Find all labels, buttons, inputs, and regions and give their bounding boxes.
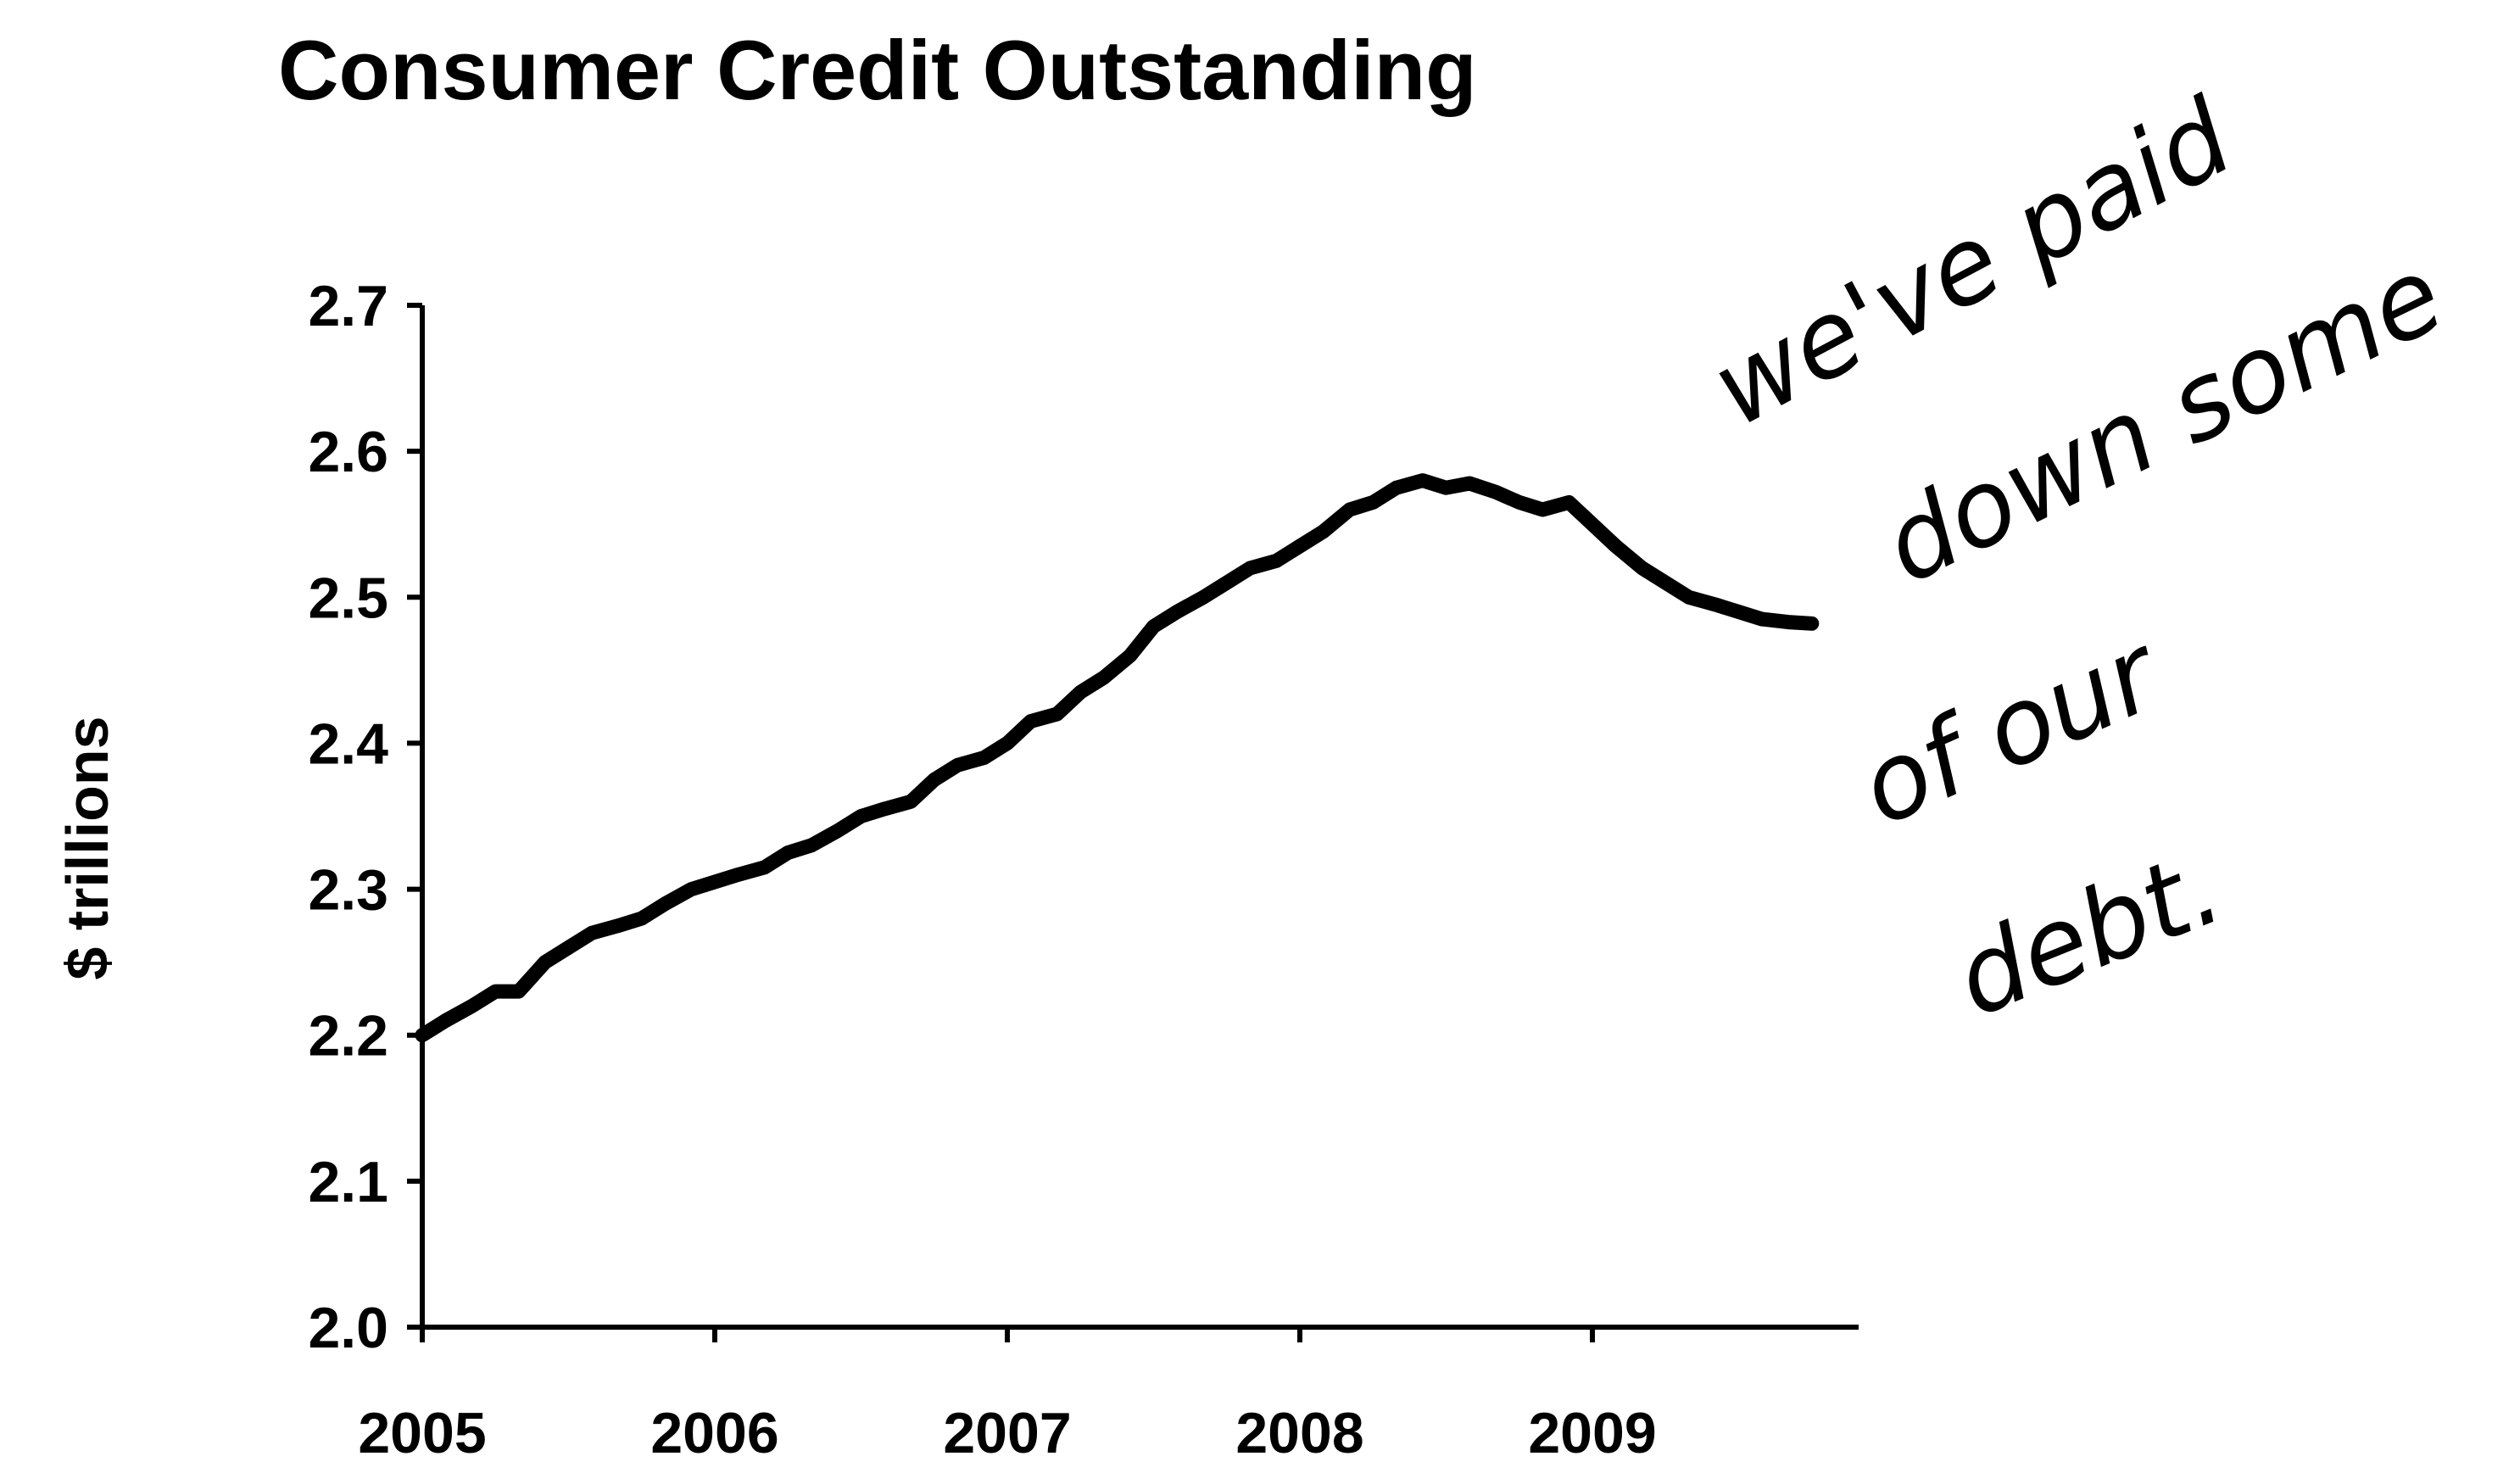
data-point [1073,685,1087,699]
data-point [1659,576,1672,589]
data-point [1196,590,1210,604]
data-point [1170,605,1184,619]
data-point [1755,612,1769,626]
data-point [1536,503,1549,516]
data-point [512,985,526,998]
data-point [1682,590,1696,604]
x-tick-label: 2005 [358,1401,486,1465]
data-point [1366,495,1380,509]
data-point [951,758,964,772]
data-point [684,883,698,896]
x-tick-labels: 2005 2006 2007 2008 2009 [358,1401,1656,1465]
data-point [855,810,868,823]
data-point [708,875,722,889]
y-tick-label: 2.3 [308,858,388,923]
data-point [1463,477,1476,490]
data-point [466,999,479,1013]
data-point [658,897,672,911]
data-point [1147,620,1161,633]
handwritten-annotation: we've paid down some of our debt. [1692,76,2461,1041]
data-point [1343,503,1357,516]
data-point [439,1014,453,1028]
y-axis-label: $ trillions [54,716,120,979]
data-point [928,773,941,787]
data-point [562,940,576,954]
annotation-line-4: debt. [1939,826,2238,1041]
axes [422,305,1859,1327]
y-tick-label: 2.0 [308,1296,388,1360]
y-tick-label: 2.7 [308,274,388,338]
data-point [1024,715,1038,728]
data-point [1317,525,1330,538]
y-tick-label: 2.1 [308,1150,388,1214]
data-point [1636,561,1649,575]
data-point [1220,576,1234,589]
data-point [415,1029,429,1042]
data-point [1001,736,1014,750]
x-tick-label: 2007 [943,1401,1071,1465]
data-point [878,802,891,816]
series-line [422,481,1812,1035]
data-point [1440,481,1453,494]
data-point [1123,649,1137,662]
data-point [1709,598,1722,611]
data-point [1051,707,1064,721]
data-point [1243,561,1257,575]
data-point [732,868,745,881]
data-point [1269,554,1283,567]
x-tick-label: 2006 [650,1401,778,1465]
data-point [1416,474,1430,488]
data-point [1513,495,1526,509]
data-point [1293,539,1307,553]
x-tick-label: 2008 [1235,1401,1363,1465]
data-points [415,474,1819,1042]
data-point [781,846,794,860]
data-point [1097,671,1111,684]
x-tick-label: 2009 [1528,1401,1656,1465]
y-tick-label: 2.6 [308,420,388,484]
data-point [758,861,772,874]
y-tick-labels: 2.0 2.1 2.2 2.3 2.4 2.5 2.6 2.7 [308,274,388,1360]
data-point [488,985,502,998]
data-point [585,926,599,940]
data-point [1732,605,1746,619]
data-point [1562,495,1575,509]
ticks [407,305,1592,1342]
data-point [538,956,552,969]
annotation-line-3: of our [1843,611,2181,851]
data-point [977,751,990,765]
y-tick-label: 2.4 [308,711,388,776]
y-tick-label: 2.2 [308,1004,388,1068]
chart-title: Consumer Credit Outstanding [278,23,1477,117]
data-point [635,912,649,925]
data-point [1390,481,1403,494]
data-point [1805,617,1819,630]
data-point [1489,485,1503,499]
y-tick-label: 2.5 [308,566,388,630]
data-point [1609,539,1623,553]
data-point [611,919,625,933]
data-point [805,839,818,852]
data-point [1781,616,1795,629]
data-point [904,795,917,808]
data-point [1586,517,1599,531]
data-point [831,824,845,838]
